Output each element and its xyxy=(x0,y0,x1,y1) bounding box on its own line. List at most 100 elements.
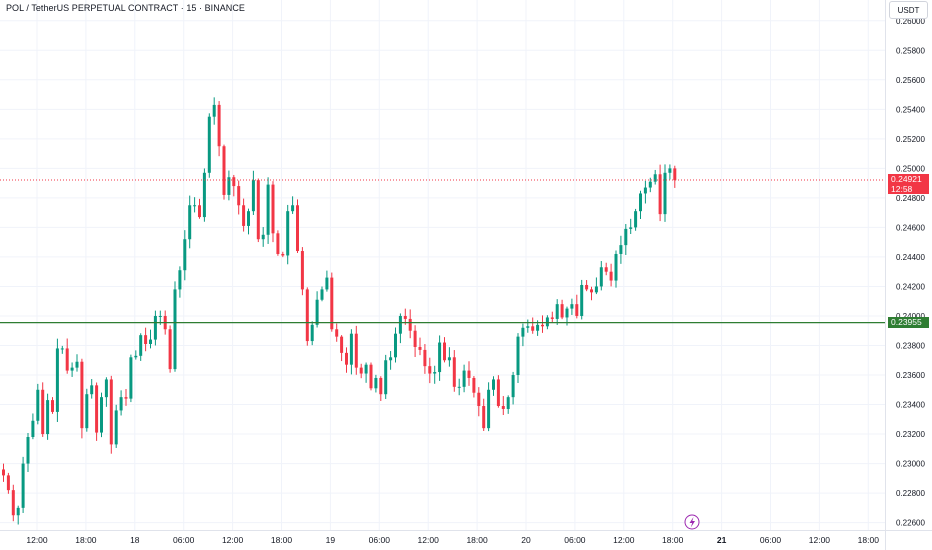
candle-body xyxy=(663,172,667,215)
candle-body xyxy=(560,304,564,318)
price-tick-label: 0.23200 xyxy=(896,430,925,439)
price-tick-label: 0.23000 xyxy=(896,460,925,469)
candle-body xyxy=(673,168,677,181)
time-tick-label: 18:00 xyxy=(271,535,293,545)
candle-body xyxy=(482,406,486,429)
candle-body xyxy=(139,335,143,356)
candle-body xyxy=(237,186,241,206)
candle-body xyxy=(251,180,255,212)
candle-body xyxy=(85,394,89,429)
candle-body xyxy=(590,289,593,293)
candle-body xyxy=(501,406,505,409)
time-tick-label: 21 xyxy=(717,535,727,545)
candle-body xyxy=(330,277,334,330)
candle-body xyxy=(11,490,15,516)
candle-body xyxy=(207,116,211,173)
candle-body xyxy=(315,299,319,325)
candle-body xyxy=(129,357,133,399)
candle-body xyxy=(394,333,397,358)
candle-body xyxy=(541,324,544,327)
candle-body xyxy=(109,379,113,445)
candle-body xyxy=(124,397,128,399)
price-tick-label: 0.26000 xyxy=(896,17,925,26)
candle-body xyxy=(144,335,148,345)
candle-body xyxy=(443,342,446,361)
candle-body xyxy=(467,370,471,378)
candle-body xyxy=(516,336,520,376)
candle-body xyxy=(271,184,275,234)
candle-body xyxy=(496,379,500,407)
time-tick-label: 12:00 xyxy=(613,535,635,545)
candle-body xyxy=(369,364,373,389)
candle-body xyxy=(550,317,554,319)
candle-body xyxy=(41,389,45,435)
candle-body xyxy=(16,507,20,516)
time-tick-label: 12:00 xyxy=(222,535,244,545)
candle-body xyxy=(51,400,54,412)
price-tick-label: 0.25000 xyxy=(896,164,925,173)
time-tick-label: 06:00 xyxy=(760,535,782,545)
candle-body xyxy=(178,270,182,290)
candle-body xyxy=(648,181,652,188)
candle-body xyxy=(286,211,290,256)
candle-body xyxy=(36,389,40,421)
candle-body xyxy=(320,289,324,300)
price-tick-label: 0.24800 xyxy=(896,194,925,203)
time-tick-label: 12:00 xyxy=(26,535,48,545)
candle-body xyxy=(158,315,162,317)
time-tick-label: 18:00 xyxy=(466,535,488,545)
candle-body xyxy=(506,397,510,409)
candle-body xyxy=(325,277,329,290)
candle-body xyxy=(100,397,103,433)
candle-body xyxy=(119,397,123,411)
candle-body xyxy=(296,205,299,252)
candle-body xyxy=(658,174,662,215)
candle-body xyxy=(193,205,197,207)
candle-body xyxy=(168,329,172,370)
candle-body xyxy=(447,357,451,361)
candle-body xyxy=(183,239,187,271)
candle-body xyxy=(570,304,574,309)
time-tick-label: 06:00 xyxy=(564,535,586,545)
candle-body xyxy=(291,205,295,212)
current-price-tag: 0.24921 12:58 xyxy=(888,174,929,195)
time-tick-label: 12:00 xyxy=(809,535,831,545)
candle-body xyxy=(198,205,201,218)
candle-body xyxy=(75,361,79,368)
lightning-icon[interactable] xyxy=(684,514,700,530)
candle-body xyxy=(345,352,348,365)
candle-body xyxy=(609,271,613,281)
candle-body xyxy=(305,289,309,342)
candle-body xyxy=(104,379,108,398)
candle-body xyxy=(423,349,427,367)
candle-body xyxy=(95,385,99,433)
candle-body xyxy=(266,184,270,235)
time-tick-label: 06:00 xyxy=(173,535,195,545)
candle-body xyxy=(526,326,530,328)
candle-body xyxy=(90,385,94,395)
candle-body xyxy=(594,286,598,293)
candle-body xyxy=(413,330,417,347)
candle-body xyxy=(31,420,35,438)
candle-body xyxy=(398,315,402,334)
candle-body xyxy=(565,308,569,318)
price-tick-label: 0.23600 xyxy=(896,371,925,380)
candle-body xyxy=(340,336,344,353)
candle-body xyxy=(384,360,388,395)
candle-body xyxy=(575,304,579,316)
candle-body xyxy=(472,377,476,393)
candle-body xyxy=(428,366,432,374)
candle-body xyxy=(629,227,633,229)
candle-body xyxy=(222,146,226,195)
horizontal-line-price-tag[interactable]: 0.23955 xyxy=(888,317,929,329)
candle-body xyxy=(55,348,59,412)
time-tick-label: 18:00 xyxy=(75,535,97,545)
symbol-title[interactable]: POL / TetherUS PERPETUAL CONTRACT · 15 ·… xyxy=(6,3,245,13)
currency-selector[interactable]: USDT xyxy=(889,1,928,19)
candle-body xyxy=(462,370,466,387)
candle-body xyxy=(153,315,157,340)
price-tick-label: 0.22800 xyxy=(896,489,925,498)
candle-body xyxy=(452,357,456,387)
candle-body xyxy=(256,180,260,240)
